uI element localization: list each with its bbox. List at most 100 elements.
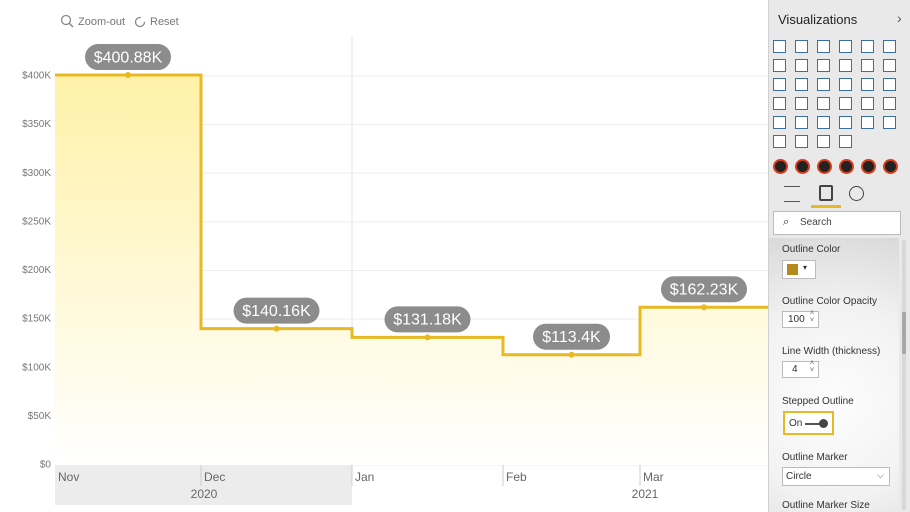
toggle-track <box>805 423 825 425</box>
visual-icon[interactable] <box>795 40 808 53</box>
visual-icon[interactable] <box>861 116 874 129</box>
value-label: $140.16K <box>242 303 311 320</box>
year-label: 2020 <box>191 487 218 501</box>
visual-icon[interactable] <box>839 40 852 53</box>
marker-size-label: Outline Marker Size <box>782 500 870 511</box>
visualizations-panel: Visualizations › ⌕ Search Outline Color … <box>768 0 910 512</box>
y-tick-label: $150K <box>22 314 51 325</box>
visual-icon[interactable] <box>773 59 786 72</box>
scrollbar-thumb[interactable] <box>902 312 906 354</box>
visual-icon[interactable] <box>817 135 830 148</box>
custom-visual-icon[interactable] <box>773 159 788 174</box>
visual-icon[interactable] <box>817 59 830 72</box>
outline-marker-label: Outline Marker <box>782 452 848 463</box>
year-label: 2021 <box>632 487 659 501</box>
year-band <box>55 465 352 505</box>
value-label-bg <box>533 323 610 350</box>
custom-visual-icon[interactable] <box>795 159 810 174</box>
line-width-input[interactable] <box>782 361 819 378</box>
y-tick-label: $50K <box>28 411 52 422</box>
y-tick-label: $200K <box>22 265 51 276</box>
y-tick-label: $100K <box>22 362 51 373</box>
scrollbar-track <box>902 240 906 510</box>
data-point <box>273 325 280 332</box>
value-label-bg <box>384 306 471 333</box>
opacity-input[interactable] <box>782 311 819 328</box>
visual-icon[interactable] <box>883 40 896 53</box>
visual-icon[interactable] <box>773 97 786 110</box>
visual-icon[interactable] <box>883 97 896 110</box>
collapse-arrow[interactable]: › <box>897 10 902 26</box>
search-icon: ⌕ <box>783 216 790 228</box>
visual-icon[interactable] <box>839 97 852 110</box>
opacity-spinner[interactable]: ˄ ˅ <box>810 310 815 324</box>
visual-icon[interactable] <box>773 135 786 148</box>
marker-dropdown-arrow: ⌵ <box>877 470 884 480</box>
value-label-bg <box>661 276 747 303</box>
reset-button[interactable]: Reset <box>150 16 179 28</box>
zoom-icon-handle <box>68 22 74 28</box>
format-tab[interactable] <box>819 185 833 201</box>
visual-icon[interactable] <box>861 78 874 91</box>
visual-icon[interactable] <box>839 116 852 129</box>
visual-icon[interactable] <box>795 78 808 91</box>
active-tab-underline <box>811 205 841 208</box>
toggle-knob[interactable] <box>819 419 828 428</box>
zoom-icon[interactable] <box>60 14 72 26</box>
visual-icon[interactable] <box>839 59 852 72</box>
opacity-value: 100 <box>788 314 805 325</box>
visual-icon[interactable] <box>861 40 874 53</box>
visual-icon[interactable] <box>883 78 896 91</box>
y-tick-label: $0 <box>40 460 52 471</box>
fields-tab[interactable] <box>784 186 800 202</box>
visual-icon[interactable] <box>861 97 874 110</box>
toolbar: Zoom-out Reset <box>60 14 179 28</box>
custom-visual-icon[interactable] <box>817 159 832 174</box>
line-width-spinner[interactable]: ˄ ˅ <box>810 360 815 374</box>
visual-icon[interactable] <box>817 116 830 129</box>
visual-icon[interactable] <box>883 116 896 129</box>
visual-icon[interactable] <box>817 78 830 91</box>
visual-icon[interactable] <box>839 135 852 148</box>
zoom-out-button[interactable]: Zoom-out <box>78 16 125 28</box>
panel-title: Visualizations <box>778 12 858 27</box>
data-point <box>701 304 707 311</box>
data-point <box>568 351 575 358</box>
data-point <box>125 72 131 79</box>
visual-icon[interactable] <box>883 59 896 72</box>
visual-icon[interactable] <box>861 59 874 72</box>
x-tick-label: Jan <box>355 470 374 484</box>
color-swatch <box>787 264 798 275</box>
marker-dropdown[interactable] <box>782 467 890 486</box>
x-tick-label: Dec <box>204 470 225 484</box>
y-tick-label: $300K <box>22 168 51 179</box>
outline-color-label: Outline Color <box>782 244 841 255</box>
data-point <box>424 334 431 341</box>
area <box>55 75 768 465</box>
visual-icon[interactable] <box>773 78 786 91</box>
y-tick-label: $400K <box>22 71 51 82</box>
value-label: $131.18K <box>393 312 462 329</box>
search-box[interactable] <box>773 211 901 235</box>
x-tick-label: Feb <box>506 470 527 484</box>
visual-icon[interactable] <box>795 59 808 72</box>
custom-visual-icon[interactable] <box>839 159 854 174</box>
custom-visual-icon[interactable] <box>861 159 876 174</box>
custom-visual-icon[interactable] <box>883 159 898 174</box>
line-width-label: Line Width (thickness) <box>782 346 881 357</box>
visual-icon[interactable] <box>839 78 852 91</box>
visual-icon[interactable] <box>795 116 808 129</box>
visual-icon[interactable] <box>795 97 808 110</box>
search-placeholder: Search <box>800 217 832 228</box>
stepped-outline-label: Stepped Outline <box>782 396 854 407</box>
analytics-tab[interactable] <box>849 186 864 201</box>
visual-icon[interactable] <box>795 135 808 148</box>
visual-icon[interactable] <box>817 97 830 110</box>
reset-icon[interactable] <box>134 16 146 28</box>
visual-icon[interactable] <box>773 116 786 129</box>
value-label: $113.4K <box>542 329 601 346</box>
value-label: $400.88K <box>94 49 163 66</box>
visual-icon[interactable] <box>817 40 830 53</box>
visual-icon[interactable] <box>773 40 786 53</box>
